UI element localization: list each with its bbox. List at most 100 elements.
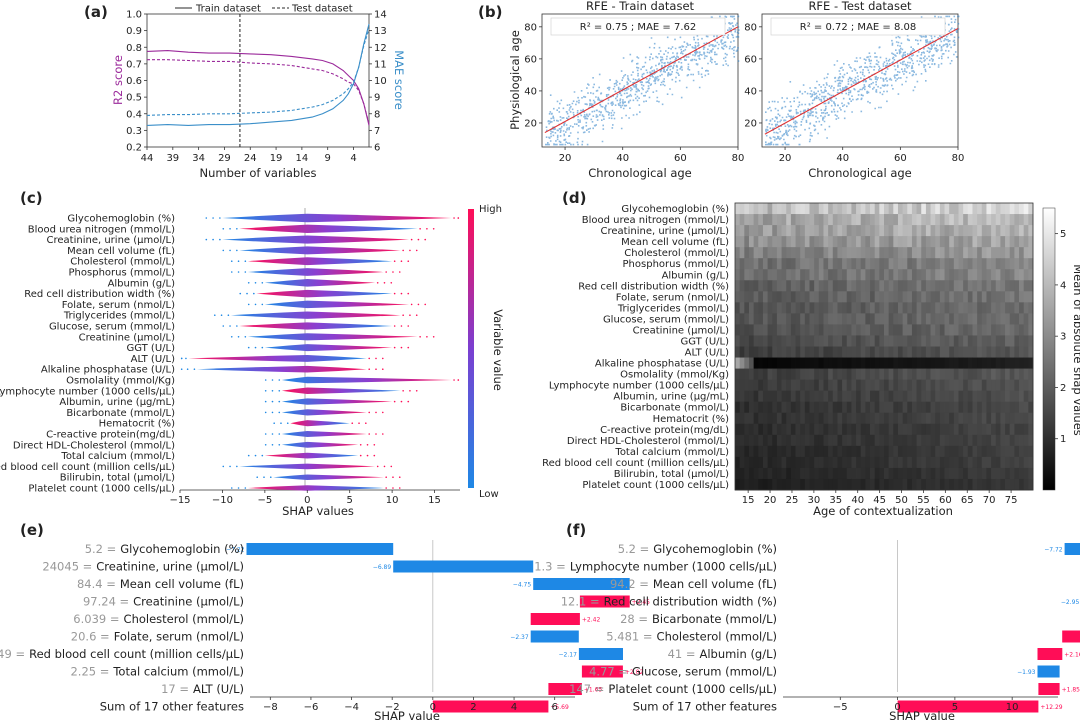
- heatmap-cell: [846, 346, 852, 358]
- waterfall-bar-label: −2.37: [510, 634, 529, 641]
- heatmap-cell: [823, 467, 829, 480]
- heatmap-cell: [739, 225, 745, 237]
- heatmap-cell: [986, 225, 992, 237]
- heatmap-cell: [865, 368, 871, 381]
- heatmap-cell: [949, 335, 955, 347]
- heatmap-cell: [949, 214, 955, 226]
- heatmap-cell: [1028, 401, 1034, 414]
- panel-d-row-label: Creatinine (μmol/L): [633, 325, 729, 336]
- heatmap-cell: [1000, 379, 1006, 392]
- heatmap-cell: [842, 203, 848, 215]
- heatmap-cell: [1000, 357, 1006, 369]
- heatmap-cell: [916, 390, 922, 403]
- heatmap-cell: [790, 379, 796, 392]
- panel-c-violin: [264, 278, 376, 287]
- panel-a-xtick-label: 4: [350, 153, 356, 164]
- heatmap-cell: [893, 214, 899, 226]
- waterfall-bar: [1062, 630, 1080, 643]
- heatmap-cell: [944, 379, 950, 392]
- panel-c-outlier: [383, 282, 386, 284]
- heatmap-cell: [897, 280, 904, 292]
- heatmap-cell: [1009, 401, 1015, 414]
- waterfall-xtick-label: 0: [430, 702, 436, 713]
- heatmap-cell: [986, 335, 992, 347]
- heatmap-cell: [823, 324, 829, 336]
- heatmap-cell: [800, 302, 806, 314]
- heatmap-cell: [823, 313, 829, 325]
- heatmap-cell: [925, 401, 931, 414]
- heatmap-cell: [790, 214, 796, 226]
- heatmap-cell: [804, 269, 810, 281]
- panel-c-outlier: [261, 346, 264, 349]
- heatmap-cell: [781, 434, 787, 447]
- heatmap-cell: [837, 335, 843, 347]
- panel-c-outlier: [244, 336, 247, 338]
- heatmap-cell: [935, 412, 941, 425]
- heatmap-cell: [1023, 379, 1029, 392]
- heatmap-cell: [846, 467, 852, 480]
- heatmap-cell: [748, 258, 755, 270]
- heatmap-cell: [991, 357, 997, 369]
- heatmap-cell: [748, 368, 755, 381]
- heatmap-cell: [865, 324, 871, 336]
- heatmap-cell: [865, 456, 871, 469]
- heatmap-cell: [823, 445, 829, 458]
- heatmap-cell: [907, 247, 913, 259]
- panel-c-outlier: [373, 454, 376, 457]
- heatmap-cell: [958, 401, 964, 414]
- heatmap-cell: [814, 313, 820, 325]
- heatmap-cell: [846, 203, 852, 215]
- waterfall-feature-value: 6.039 =: [73, 612, 119, 626]
- heatmap-cell: [967, 269, 973, 281]
- heatmap-cell: [795, 434, 801, 447]
- heatmap-cell: [949, 434, 955, 447]
- heatmap-cell: [949, 423, 955, 436]
- panel-c-outlier: [376, 282, 379, 284]
- heatmap-cell: [977, 390, 983, 403]
- heatmap-cell: [842, 456, 848, 469]
- panel-c-outlier: [402, 249, 404, 252]
- heatmap-cell: [1023, 390, 1029, 403]
- heatmap-cell: [790, 280, 796, 292]
- heatmap-cell: [981, 357, 987, 369]
- heatmap-cell: [767, 401, 773, 414]
- heatmap-cell: [767, 445, 773, 458]
- heatmap-cell: [977, 335, 983, 347]
- heatmap-cell: [860, 456, 866, 469]
- heatmap-cell: [865, 236, 871, 248]
- heatmap-cell: [963, 335, 969, 347]
- heatmap-cell: [758, 269, 764, 281]
- heatmap-cell: [748, 456, 755, 469]
- heatmap-cell: [753, 247, 759, 259]
- heatmap-cell: [762, 401, 768, 414]
- waterfall-feature-label: Red cell distribution width (%): [604, 595, 777, 609]
- heatmap-cell: [837, 291, 843, 303]
- heatmap-cell: [804, 434, 810, 447]
- heatmap-cell: [986, 280, 992, 292]
- heatmap-cell: [1005, 434, 1011, 447]
- heatmap-cell: [856, 258, 862, 270]
- heatmap-cell: [832, 346, 838, 358]
- heatmap-cell: [902, 357, 908, 369]
- panel-a-series-0: [146, 50, 370, 126]
- heatmap-cell: [911, 390, 917, 403]
- heatmap-cell: [860, 324, 866, 336]
- heatmap-cell: [1009, 302, 1015, 314]
- heatmap-cell: [837, 357, 843, 369]
- heatmap-cell: [925, 324, 931, 336]
- heatmap-cell: [832, 280, 838, 292]
- heatmap-cell: [930, 434, 936, 447]
- heatmap-cell: [902, 225, 908, 237]
- heatmap-cell: [790, 445, 796, 458]
- heatmap-cell: [744, 423, 750, 436]
- heatmap-cell: [1028, 225, 1034, 237]
- heatmap-cell: [893, 478, 899, 491]
- heatmap-cell: [953, 357, 959, 369]
- heatmap-cell: [744, 291, 750, 303]
- waterfall-bar: [1038, 683, 1060, 695]
- heatmap-cell: [758, 423, 764, 436]
- heatmap-cell: [884, 434, 890, 447]
- heatmap-cell: [953, 203, 959, 215]
- heatmap-cell: [814, 324, 820, 336]
- waterfall-xtick-label: −2: [385, 702, 400, 713]
